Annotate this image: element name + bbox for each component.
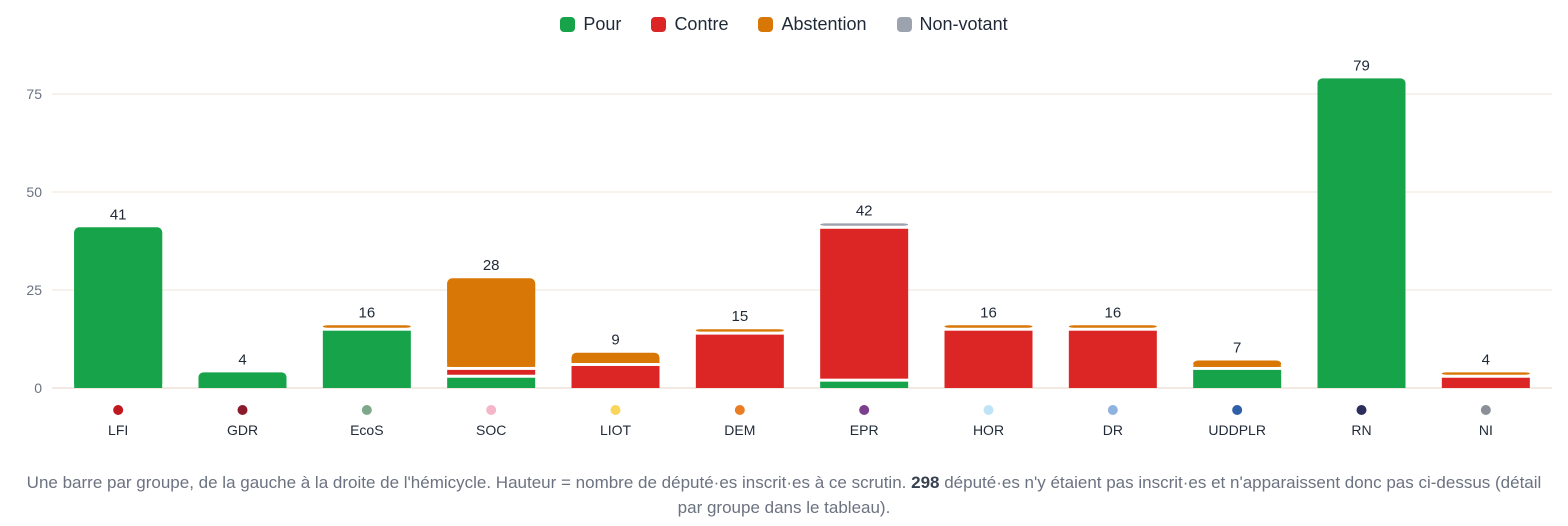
bar-total-label: 41 — [110, 206, 127, 223]
bar-segment-contre[interactable] — [944, 330, 1033, 388]
legend-item-abstention[interactable]: Abstention — [758, 14, 867, 35]
bar-total-label: 79 — [1353, 57, 1370, 74]
bar-total-label: 16 — [980, 304, 997, 321]
group-color-dot — [113, 405, 124, 415]
stacked-bar-chart: 0 25 50 75 41 LFI 4 GDR 16 EcoS 28 SOC 9 LIOT 15 DEM 42 E… — [26, 57, 1552, 438]
y-tick-label: 0 — [34, 380, 42, 396]
bar-total-label: 16 — [358, 304, 375, 321]
bar-total-label: 16 — [1104, 304, 1121, 321]
bar-segment-contre[interactable] — [820, 228, 909, 379]
group-color-dot — [1356, 405, 1367, 415]
x-tick-label: SOC — [476, 422, 506, 438]
bar-segment-pour[interactable] — [322, 330, 411, 388]
x-tick-label: HOR — [973, 422, 1004, 438]
x-tick-label: LIOT — [600, 422, 632, 438]
group-color-dot — [983, 405, 994, 415]
x-tick-label: RN — [1351, 422, 1371, 438]
bar-segment-abstention[interactable] — [1193, 360, 1282, 367]
bar-segment-contre[interactable] — [695, 334, 784, 388]
legend-item-contre[interactable]: Contre — [651, 14, 728, 35]
group-color-dot — [1480, 405, 1491, 415]
legend-swatch — [560, 17, 576, 32]
legend-label: Contre — [674, 14, 729, 34]
bar-segment-contre[interactable] — [447, 369, 536, 375]
x-tick-label: EPR — [850, 422, 879, 438]
group-color-dot — [1232, 405, 1243, 415]
bar-segment-fill — [198, 377, 287, 388]
bar-segment-abstention[interactable] — [1441, 372, 1530, 375]
bar-total-label: 4 — [238, 351, 246, 368]
bar-segment-fill — [447, 283, 536, 367]
bar-segment-contre[interactable] — [571, 365, 660, 388]
bar-segment-pour[interactable] — [447, 377, 536, 388]
x-tick-label: DR — [1103, 422, 1123, 438]
legend-swatch — [896, 17, 912, 32]
bar-segment-fill — [1317, 83, 1406, 388]
footnote-text-before: Une barre par groupe, de la gauche à la … — [26, 473, 912, 492]
x-tick-label: UDDPLR — [1208, 422, 1266, 438]
bar-total-label: 9 — [611, 332, 619, 349]
legend-swatch — [758, 17, 774, 32]
bar-segment-pour[interactable] — [1193, 369, 1282, 388]
y-tick-label: 75 — [26, 86, 42, 102]
legend-label: Pour — [583, 14, 622, 34]
bar-segment-contre[interactable] — [1441, 377, 1530, 388]
bar-segment-fill — [1193, 365, 1282, 367]
x-tick-label: NI — [1479, 422, 1493, 438]
bar-total-label: 15 — [731, 308, 748, 325]
group-color-dot — [237, 405, 248, 415]
x-tick-label: DEM — [724, 422, 755, 438]
bar-segment-fill — [571, 357, 660, 363]
group-color-dot — [361, 405, 372, 415]
bar-segment-non-votant[interactable] — [820, 223, 909, 226]
chart-legend: Pour Contre Abstention Non-votant — [0, 14, 1568, 35]
group-color-dot — [734, 405, 745, 415]
footnote-text-after: député·es n'y étaient pas inscrit·es et … — [677, 473, 1542, 517]
y-tick-label: 50 — [26, 184, 42, 200]
legend-item-non-votant[interactable]: Non-votant — [896, 14, 1008, 35]
group-color-dot — [610, 405, 621, 415]
footnote-count: 298 — [911, 473, 940, 492]
bar-total-label: 42 — [856, 202, 873, 219]
legend-label: Abstention — [781, 14, 867, 34]
chart-footnote: Une barre par groupe, de la gauche à la … — [20, 470, 1548, 520]
bar-segment-abstention[interactable] — [1068, 325, 1157, 328]
y-tick-label: 25 — [26, 282, 42, 298]
bar-segment-contre[interactable] — [1068, 330, 1157, 388]
bar-segment-pour[interactable] — [820, 381, 909, 388]
group-color-dot — [1107, 405, 1118, 415]
group-color-dot — [486, 405, 497, 415]
bar-total-label: 7 — [1233, 340, 1241, 357]
bar-segment-fill — [74, 232, 163, 388]
x-tick-label: LFI — [108, 422, 128, 438]
bar-segment-abstention[interactable] — [322, 325, 411, 328]
bar-segment-abstention[interactable] — [695, 329, 784, 332]
group-color-dot — [859, 405, 870, 415]
legend-item-pour[interactable]: Pour — [560, 14, 621, 35]
bar-total-label: 28 — [483, 257, 500, 274]
legend-swatch — [651, 17, 667, 32]
x-tick-label: EcoS — [350, 422, 383, 438]
bar-total-label: 4 — [1482, 351, 1490, 368]
x-tick-label: GDR — [227, 422, 258, 438]
bar-segment-abstention[interactable] — [944, 325, 1033, 328]
legend-label: Non-votant — [919, 14, 1008, 34]
